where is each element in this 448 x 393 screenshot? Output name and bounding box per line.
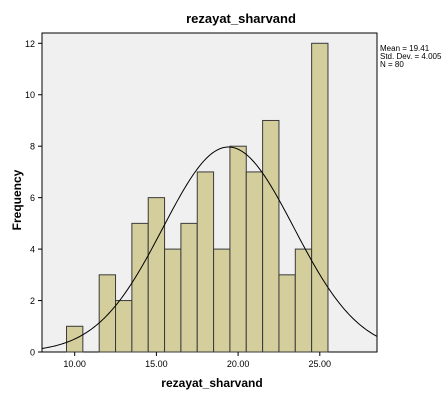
histogram-bar-23 bbox=[278, 274, 296, 353]
stats-line-2: Std. Dev. = 4.005 bbox=[380, 52, 442, 61]
stats-line-3: N = 80 bbox=[380, 60, 404, 69]
histogram-bar-17 bbox=[180, 222, 198, 353]
histogram-bar-24 bbox=[294, 248, 313, 353]
histogram-bar-18 bbox=[196, 171, 215, 353]
normal-curve bbox=[41, 146, 378, 349]
x-tick-label-15: 15.00 bbox=[145, 359, 168, 369]
y-tick-label-12: 12 bbox=[25, 39, 35, 49]
axes-layer: 0 2 4 6 8 10 12 10.00 15.00 20.00 25.00 bbox=[25, 39, 331, 369]
histogram-bar-13 bbox=[115, 300, 133, 353]
stats-line-1: Mean = 19.41 bbox=[380, 44, 430, 53]
y-tick-label-0: 0 bbox=[30, 348, 35, 358]
chart-title: rezayat_sharvand bbox=[186, 11, 296, 26]
histogram-bar-21 bbox=[245, 171, 264, 353]
x-tick-label-10: 10.00 bbox=[63, 359, 86, 369]
y-tick-label-10: 10 bbox=[25, 90, 35, 100]
histogram-bar-19 bbox=[213, 248, 231, 353]
histogram-bar-22 bbox=[262, 119, 280, 353]
histogram-bar-12 bbox=[98, 274, 117, 353]
y-tick-label-4: 4 bbox=[30, 245, 35, 255]
histogram-bar-15 bbox=[147, 197, 166, 353]
x-tick-label-20: 20.00 bbox=[227, 359, 250, 369]
x-tick-label-25: 25.00 bbox=[309, 359, 332, 369]
y-tick-label-6: 6 bbox=[30, 193, 35, 203]
histogram-bar-25 bbox=[311, 42, 329, 353]
y-tick-label-2: 2 bbox=[30, 296, 35, 306]
y-tick-label-8: 8 bbox=[30, 142, 35, 152]
x-axis-label: rezayat_sharvand bbox=[161, 376, 262, 390]
histogram-bar-14 bbox=[131, 222, 149, 353]
y-axis-label: Frequency bbox=[10, 169, 24, 230]
histogram-bar-20 bbox=[229, 145, 247, 353]
histogram-bar-16 bbox=[164, 248, 182, 353]
